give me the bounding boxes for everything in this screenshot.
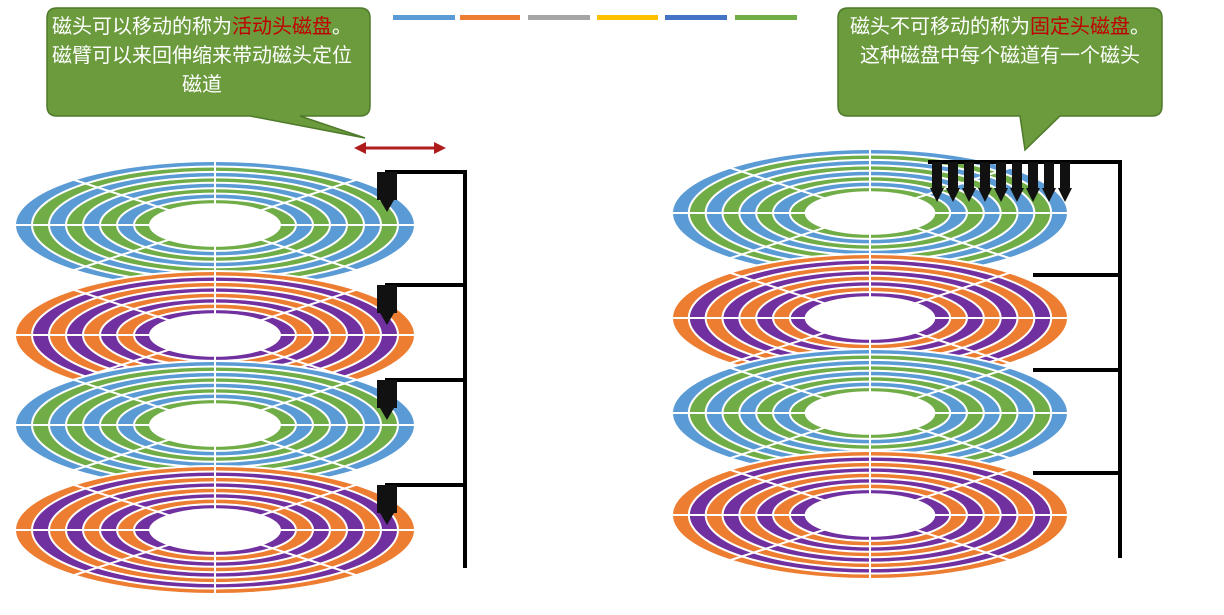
head-tip bbox=[930, 188, 944, 202]
platter bbox=[14, 360, 416, 490]
head bbox=[1044, 162, 1054, 188]
head-tip bbox=[1042, 188, 1056, 202]
platter bbox=[671, 348, 1069, 478]
spindle-hole bbox=[804, 391, 936, 435]
head-tip bbox=[380, 200, 394, 212]
head-tip bbox=[380, 513, 394, 525]
callout-text-part: 磁头不可移动的称为 bbox=[850, 14, 1030, 38]
spindle-hole bbox=[804, 296, 936, 340]
head bbox=[1012, 162, 1022, 188]
head-tip bbox=[978, 188, 992, 202]
head bbox=[377, 172, 397, 200]
head-tip bbox=[380, 313, 394, 325]
head bbox=[980, 162, 990, 188]
platter bbox=[14, 160, 416, 290]
spindle-hole bbox=[804, 191, 936, 235]
head bbox=[964, 162, 974, 188]
head bbox=[996, 162, 1006, 188]
callout-text: 磁头可以移动的称为活动头磁盘。磁臂可以来回伸缩来带动磁头定位磁道 bbox=[52, 12, 352, 99]
head-tip bbox=[1058, 188, 1072, 202]
platter bbox=[671, 450, 1069, 580]
spindle-hole bbox=[149, 313, 281, 357]
head-tip bbox=[994, 188, 1008, 202]
head bbox=[377, 380, 397, 408]
callout-text-part: 。这种磁盘中每个磁道有一个磁头 bbox=[860, 14, 1150, 67]
head bbox=[377, 485, 397, 513]
platter bbox=[14, 465, 416, 595]
head-tip bbox=[1026, 188, 1040, 202]
callout-shape bbox=[837, 7, 1163, 152]
platter bbox=[671, 253, 1069, 383]
spindle-hole bbox=[149, 508, 281, 552]
platter bbox=[14, 270, 416, 400]
head-tip bbox=[946, 188, 960, 202]
move-arrow bbox=[354, 142, 446, 154]
head bbox=[1060, 162, 1070, 188]
head-tip bbox=[1010, 188, 1024, 202]
callout-shape bbox=[46, 7, 371, 139]
head bbox=[1028, 162, 1038, 188]
callout-text: 磁头不可移动的称为固定头磁盘。这种磁盘中每个磁道有一个磁头 bbox=[850, 12, 1150, 70]
spindle-hole bbox=[149, 203, 281, 247]
spindle-hole bbox=[804, 493, 936, 537]
callout-text-part: 。磁臂可以来回伸缩来带动磁头定位磁道 bbox=[52, 14, 352, 96]
color-bar-strip bbox=[393, 15, 797, 20]
spindle-hole bbox=[149, 403, 281, 447]
head-tip bbox=[380, 408, 394, 420]
head bbox=[948, 162, 958, 188]
callout-text-part: 磁头可以移动的称为 bbox=[52, 14, 232, 38]
head bbox=[932, 162, 942, 188]
head-tip bbox=[962, 188, 976, 202]
callout-emphasis: 活动头磁盘 bbox=[232, 14, 332, 38]
callout-emphasis: 固定头磁盘 bbox=[1030, 14, 1130, 38]
head bbox=[377, 285, 397, 313]
